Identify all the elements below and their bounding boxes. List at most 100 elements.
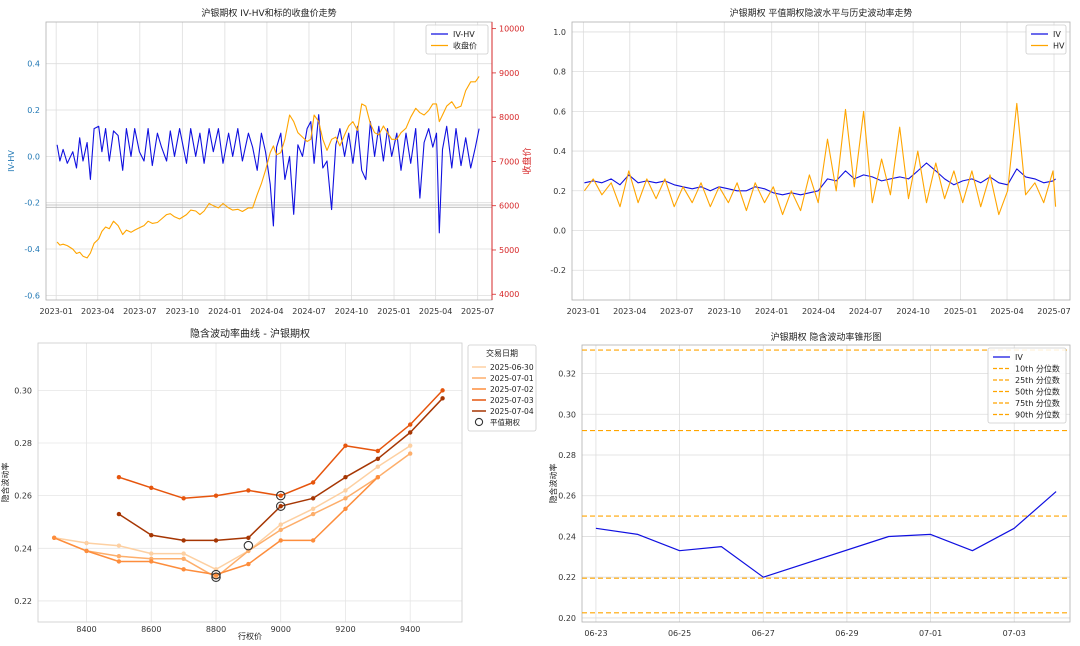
data-point	[343, 506, 348, 512]
data-point	[84, 540, 89, 546]
y-tick-label: 0.4	[553, 147, 566, 156]
x-tick-label: 2023-04	[613, 307, 646, 316]
legend	[987, 347, 1067, 424]
data-point	[116, 559, 122, 564]
series-line-收盘价	[56, 76, 480, 259]
x-tick-label: 06-29	[835, 629, 858, 638]
y2-tick-label: 6000	[499, 202, 519, 211]
x-tick-label: 9000	[271, 625, 291, 634]
x-tick-label: 9400	[400, 625, 420, 634]
y-tick-label: 0.2	[553, 187, 566, 196]
data-point	[278, 538, 283, 543]
legend-label: 50th 分位数	[1015, 387, 1060, 397]
chart-title: 沪银期权 隐含波动率锥形图	[771, 331, 882, 343]
x-tick-label: 2023-07	[123, 307, 156, 316]
x-tick-label: 2024-07	[292, 307, 325, 316]
data-point	[278, 503, 283, 509]
plot-background	[38, 343, 462, 622]
atm-marker	[243, 540, 254, 551]
data-point	[116, 553, 122, 559]
plot-frame	[571, 21, 1071, 301]
x-tick-label: 06-27	[752, 629, 775, 638]
data-point	[343, 488, 348, 493]
data-point	[149, 551, 154, 556]
y2-axis-label: 收盘价	[521, 147, 533, 174]
y-axis-label: IV-HV	[7, 150, 16, 172]
data-point	[181, 538, 186, 543]
data-point	[181, 496, 186, 501]
chart-iv-smile: 8400 8600 8800 9000 9200 9400 0.22 0.24 0.26 0.28…	[0, 327, 537, 641]
data-point	[116, 511, 122, 517]
data-point	[213, 538, 219, 543]
data-point	[278, 493, 283, 498]
x-tick-label: 07-01	[919, 629, 942, 638]
data-point	[116, 543, 122, 548]
y-tick-label: 0.26	[14, 492, 32, 501]
x-tick-label: 2025-07	[1037, 307, 1070, 316]
data-point	[310, 480, 316, 485]
y-tick-label: 0.4	[27, 60, 40, 69]
y2-tick-label: 4000	[499, 290, 519, 299]
x-tick-label: 2025-07	[461, 307, 494, 316]
atm-marker	[211, 572, 221, 583]
plot-frame	[37, 342, 463, 623]
legend-label: 90th 分位数	[1015, 410, 1060, 420]
legend-label: IV	[1053, 30, 1061, 39]
x-tick-label: 9200	[335, 625, 355, 634]
data-point	[246, 535, 251, 540]
series-line-IV	[595, 491, 1057, 578]
data-point	[213, 493, 219, 498]
plot-frame	[581, 344, 1071, 623]
x-tick-label: 2023-04	[81, 307, 114, 316]
legend-label: 10th 分位数	[1015, 364, 1060, 374]
chart-title: 沪银期权 IV-HV和标的收盘价走势	[201, 7, 336, 19]
y2-tick-label: 10000	[499, 25, 524, 34]
chart-title: 隐含波动率曲线 - 沪银期权	[190, 327, 310, 340]
legend	[425, 24, 489, 55]
y-tick-label: 0.26	[558, 492, 576, 501]
x-tick-label: 2024-04	[250, 307, 283, 316]
data-point	[310, 496, 316, 501]
data-point	[116, 475, 122, 480]
y-tick-label: 0.24	[558, 532, 576, 541]
data-point	[181, 556, 186, 562]
x-tick-label: 2024-01	[208, 307, 241, 316]
data-point	[408, 451, 413, 456]
legend-label: IV	[1015, 353, 1023, 362]
y-tick-label: -0.2	[550, 266, 566, 275]
atm-marker	[211, 569, 221, 580]
series-line-IV-HV	[56, 114, 480, 234]
data-point	[84, 548, 89, 554]
series-line-2025-06-30	[54, 445, 411, 571]
legend-title: 交易日期	[486, 348, 518, 358]
y-tick-label: 0.2	[27, 106, 40, 115]
legend-label: 平值期权	[490, 417, 520, 427]
y-tick-label: -0.2	[24, 199, 40, 208]
x-tick-label: 8400	[76, 625, 96, 634]
data-point	[181, 567, 186, 572]
data-point	[149, 532, 154, 538]
x-tick-label: 2023-10	[708, 307, 741, 316]
x-tick-label: 2024-07	[849, 307, 882, 316]
x-tick-label: 2023-07	[660, 307, 693, 316]
x-tick-label: 2025-01	[944, 307, 977, 316]
data-point	[278, 527, 283, 533]
data-point	[343, 496, 348, 501]
y-axis-label: 隐含波动率	[548, 464, 558, 504]
data-point	[149, 559, 154, 564]
y-tick-label: 0.32	[558, 370, 576, 379]
y-tick-label: 0.30	[558, 410, 576, 419]
y-tick-label: 0.0	[553, 227, 566, 236]
atm-marker	[275, 501, 286, 511]
x-axis-label: 行权价	[238, 631, 262, 641]
y-tick-label: 0.8	[553, 68, 566, 77]
chart-title: 沪银期权 平值期权隐波水平与历史波动率走势	[730, 7, 913, 19]
legend-label: 25th 分位数	[1015, 375, 1060, 385]
data-point	[408, 430, 413, 435]
chart-iv-hv-close: 2023-01 2023-04 2023-07 2023-10 2024-01 2024-…	[7, 7, 533, 316]
x-tick-label: 2023-01	[567, 307, 600, 316]
y-tick-label: -0.6	[24, 291, 40, 300]
data-point	[343, 475, 348, 480]
legend-label: 75th 分位数	[1015, 398, 1060, 408]
